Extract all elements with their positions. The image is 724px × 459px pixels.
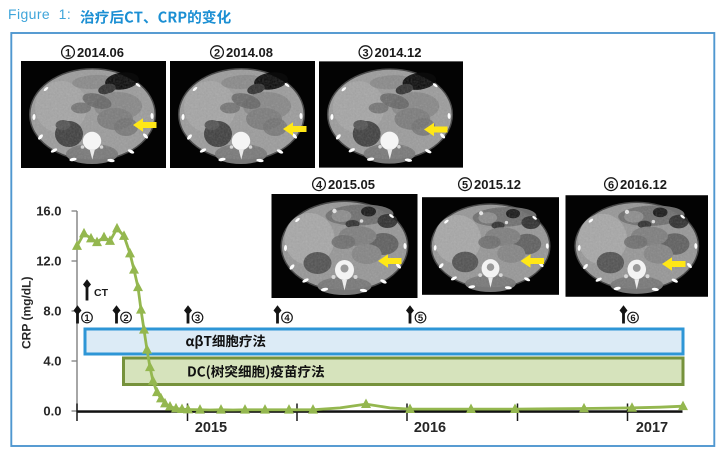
svg-text:3: 3 <box>195 313 200 324</box>
svg-text:2014.06: 2014.06 <box>77 45 124 60</box>
svg-text:2: 2 <box>214 48 220 60</box>
svg-text:Figure 1:: Figure 1: <box>8 6 71 22</box>
svg-text:16.0: 16.0 <box>36 204 61 219</box>
svg-text:2015.12: 2015.12 <box>474 177 521 192</box>
svg-text:CT: CT <box>94 287 109 299</box>
svg-text:0.0: 0.0 <box>43 404 61 419</box>
svg-text:5: 5 <box>462 180 468 192</box>
svg-text:2014.08: 2014.08 <box>226 45 273 60</box>
svg-text:2: 2 <box>123 313 128 324</box>
svg-text:8.0: 8.0 <box>43 304 61 319</box>
svg-text:1: 1 <box>84 313 90 324</box>
svg-text:1: 1 <box>65 48 71 60</box>
svg-text:2016.12: 2016.12 <box>620 177 667 192</box>
svg-text:4: 4 <box>316 180 323 192</box>
svg-text:6: 6 <box>608 180 614 192</box>
svg-text:2014.12: 2014.12 <box>375 45 422 60</box>
svg-text:2016: 2016 <box>414 420 446 436</box>
svg-text:4.0: 4.0 <box>43 354 61 369</box>
svg-text:2017: 2017 <box>636 420 668 436</box>
svg-text:6: 6 <box>630 313 635 324</box>
svg-text:2015.05: 2015.05 <box>328 177 375 192</box>
svg-text:5: 5 <box>418 313 424 324</box>
svg-text:2015: 2015 <box>195 420 227 436</box>
svg-text:12.0: 12.0 <box>36 254 61 269</box>
svg-text:3: 3 <box>362 48 368 60</box>
svg-text:4: 4 <box>284 313 290 324</box>
svg-text:CRP (mg/dL): CRP (mg/dL) <box>20 277 34 349</box>
